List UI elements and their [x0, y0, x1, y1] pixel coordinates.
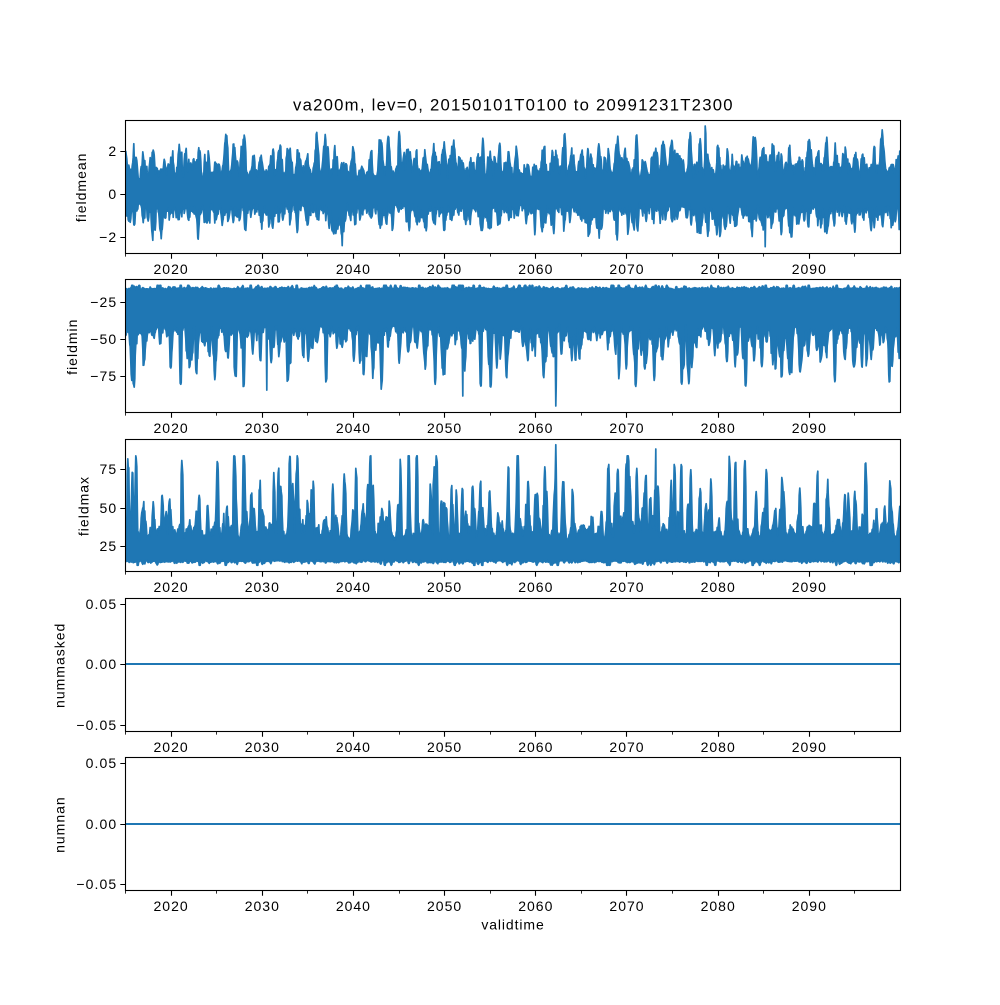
- svg-text:2050: 2050: [427, 420, 462, 436]
- svg-text:0: 0: [108, 186, 117, 202]
- svg-text:2070: 2070: [609, 739, 644, 755]
- svg-text:va200m, lev=0, 20150101T0100 t: va200m, lev=0, 20150101T0100 to 20991231…: [293, 95, 734, 114]
- svg-text:2020: 2020: [154, 898, 189, 914]
- svg-text:2080: 2080: [701, 898, 736, 914]
- svg-text:0.00: 0.00: [86, 656, 118, 672]
- svg-text:50: 50: [100, 500, 118, 516]
- svg-text:numnan: numnan: [52, 796, 68, 853]
- svg-text:nummasked: nummasked: [52, 623, 68, 708]
- svg-text:2080: 2080: [701, 420, 736, 436]
- svg-text:2040: 2040: [336, 739, 371, 755]
- svg-text:fieldmean: fieldmean: [73, 153, 89, 223]
- svg-text:2020: 2020: [154, 261, 189, 277]
- svg-text:2070: 2070: [609, 261, 644, 277]
- svg-text:−25: −25: [90, 294, 117, 310]
- svg-text:−0.05: −0.05: [76, 717, 117, 733]
- svg-text:−50: −50: [90, 331, 117, 347]
- svg-text:2080: 2080: [701, 579, 736, 595]
- svg-text:2030: 2030: [245, 261, 280, 277]
- svg-text:2040: 2040: [336, 420, 371, 436]
- svg-text:2040: 2040: [336, 579, 371, 595]
- svg-text:2020: 2020: [154, 420, 189, 436]
- svg-text:0.00: 0.00: [86, 816, 118, 832]
- svg-text:fieldmin: fieldmin: [64, 319, 80, 375]
- svg-text:75: 75: [100, 461, 118, 477]
- svg-text:2070: 2070: [609, 898, 644, 914]
- svg-text:2020: 2020: [154, 579, 189, 595]
- svg-text:2090: 2090: [792, 898, 827, 914]
- svg-text:2040: 2040: [336, 261, 371, 277]
- svg-text:−2: −2: [99, 229, 117, 245]
- svg-text:2040: 2040: [336, 898, 371, 914]
- svg-text:−75: −75: [90, 368, 117, 384]
- svg-text:2090: 2090: [792, 420, 827, 436]
- svg-text:2060: 2060: [518, 739, 553, 755]
- svg-text:fieldmax: fieldmax: [75, 476, 91, 536]
- svg-text:2030: 2030: [245, 898, 280, 914]
- svg-text:−0.05: −0.05: [76, 876, 117, 892]
- svg-text:2070: 2070: [609, 420, 644, 436]
- svg-text:2090: 2090: [792, 739, 827, 755]
- svg-text:2060: 2060: [518, 261, 553, 277]
- svg-text:0.05: 0.05: [86, 755, 118, 771]
- svg-text:2080: 2080: [701, 739, 736, 755]
- svg-text:2050: 2050: [427, 898, 462, 914]
- svg-text:2070: 2070: [609, 579, 644, 595]
- svg-text:2020: 2020: [154, 739, 189, 755]
- svg-text:2: 2: [108, 143, 117, 159]
- svg-text:2050: 2050: [427, 261, 462, 277]
- svg-text:2050: 2050: [427, 579, 462, 595]
- svg-text:2050: 2050: [427, 739, 462, 755]
- svg-text:2090: 2090: [792, 261, 827, 277]
- svg-text:2030: 2030: [245, 579, 280, 595]
- svg-text:2090: 2090: [792, 579, 827, 595]
- svg-text:2030: 2030: [245, 420, 280, 436]
- svg-text:2080: 2080: [701, 261, 736, 277]
- svg-text:2030: 2030: [245, 739, 280, 755]
- svg-text:validtime: validtime: [481, 917, 544, 933]
- svg-text:2060: 2060: [518, 420, 553, 436]
- svg-text:25: 25: [100, 538, 118, 554]
- svg-text:2060: 2060: [518, 579, 553, 595]
- svg-text:2060: 2060: [518, 898, 553, 914]
- svg-text:0.05: 0.05: [86, 596, 118, 612]
